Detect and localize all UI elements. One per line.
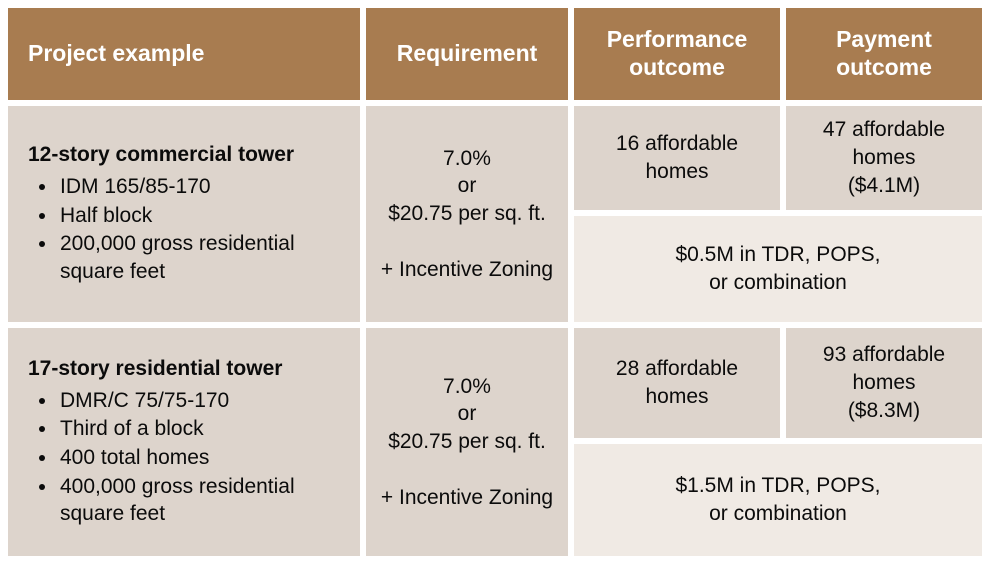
col-header-requirement: Requirement [366, 8, 568, 100]
bullet-item: DMR/C 75/75-170 [58, 387, 350, 415]
project-cell-residential-tower: 17-story residential tower DMR/C 75/75-1… [8, 328, 360, 556]
bullet-item: 200,000 gross residential square feet [58, 230, 350, 285]
bullet-item: 400 total homes [58, 444, 350, 472]
project-bullet-list: IDM 165/85-170 Half block 200,000 gross … [28, 172, 350, 287]
requirement-cell-row1: 7.0% or $20.75 per sq. ft. + Incentive Z… [366, 106, 568, 322]
col-header-project-example: Project example [8, 8, 360, 100]
performance-outcome-cell-row1: 16 affordable homes [574, 106, 780, 210]
col-header-payment-outcome: Payment outcome [786, 8, 982, 100]
requirements-outcomes-table: Project example Requirement Performance … [8, 8, 982, 556]
combined-outcome-cell-row2: $1.5M in TDR, POPS, or combination [574, 444, 982, 556]
project-bullet-list: DMR/C 75/75-170 Third of a block 400 tot… [28, 386, 350, 530]
bullet-item: Third of a block [58, 415, 350, 443]
bullet-item: 400,000 gross residential square feet [58, 473, 350, 528]
combined-outcome-cell-row1: $0.5M in TDR, POPS, or combination [574, 216, 982, 322]
payment-outcome-cell-row1: 47 affordable homes ($4.1M) [786, 106, 982, 210]
project-title: 12-story commercial tower [28, 143, 295, 167]
payment-outcome-cell-row2: 93 affordable homes ($8.3M) [786, 328, 982, 438]
requirement-cell-row2: 7.0% or $20.75 per sq. ft. + Incentive Z… [366, 328, 568, 556]
project-cell-commercial-tower: 12-story commercial tower IDM 165/85-170… [8, 106, 360, 322]
performance-outcome-cell-row2: 28 affordable homes [574, 328, 780, 438]
col-header-performance-outcome: Performance outcome [574, 8, 780, 100]
bullet-item: IDM 165/85-170 [58, 173, 350, 201]
project-title: 17-story residential tower [28, 356, 283, 380]
bullet-item: Half block [58, 202, 350, 230]
